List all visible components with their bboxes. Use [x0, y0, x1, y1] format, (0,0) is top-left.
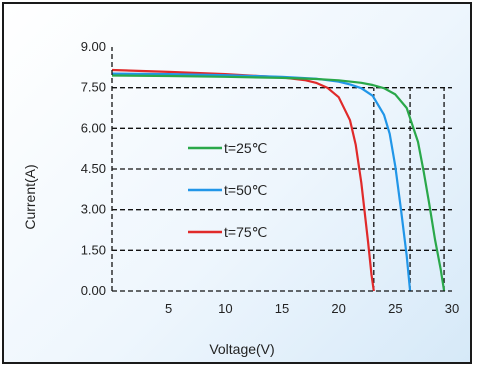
y-tick-label: 3.00 — [81, 202, 106, 217]
x-axis-label: Voltage(V) — [209, 341, 274, 357]
x-tick-labels: 5 10 15 20 25 30 — [165, 301, 459, 316]
legend-label: t=25℃ — [224, 140, 267, 156]
y-tick-label: 9.00 — [81, 39, 106, 54]
grid-lines — [112, 87, 452, 251]
chart-frame: 0.00 1.50 3.00 4.50 6.00 7.50 9.00 5 10 15 20 25 30… — [2, 2, 472, 364]
series-line — [111, 74, 446, 292]
y-tick-label: 1.50 — [81, 242, 106, 257]
x-tick-label: 30 — [445, 301, 459, 316]
y-tick-labels: 0.00 1.50 3.00 4.50 6.00 7.50 9.00 — [81, 39, 106, 298]
y-tick-label: 4.50 — [81, 161, 106, 176]
y-tick-label: 0.00 — [81, 283, 106, 298]
series-curves — [111, 68, 446, 292]
legend-label: t=50℃ — [224, 182, 267, 198]
y-tick-label: 6.00 — [81, 120, 106, 135]
iv-curve-chart: 0.00 1.50 3.00 4.50 6.00 7.50 9.00 5 10 15 20 25 30… — [22, 39, 459, 357]
legend-label: t=75℃ — [224, 224, 267, 240]
y-tick-label: 7.50 — [81, 80, 106, 95]
x-tick-label: 15 — [275, 301, 289, 316]
x-tick-label: 20 — [331, 301, 345, 316]
series-line — [111, 68, 375, 292]
x-tick-label: 5 — [165, 301, 172, 316]
y-axis-label: Current(A) — [22, 164, 38, 229]
series-line — [111, 72, 412, 292]
x-tick-label: 10 — [218, 301, 232, 316]
legend: t=25℃ t=50℃ t=75℃ — [188, 140, 267, 240]
axes — [111, 47, 452, 292]
x-tick-label: 25 — [388, 301, 402, 316]
